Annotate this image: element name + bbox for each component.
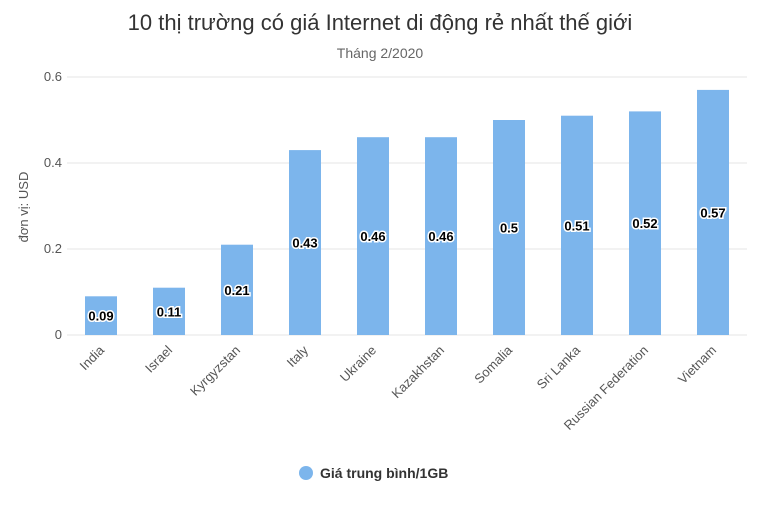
x-tick-label: Ukraine <box>337 343 379 385</box>
y-tick-label: 0.4 <box>44 155 62 170</box>
data-label: 0.46 <box>428 229 453 244</box>
bar[interactable] <box>153 287 185 335</box>
data-label: 0.52 <box>632 216 657 231</box>
bars: 0.09 0.11 0.21 0.43 0.46 0.46 0.5 0.51 0.52 0.57 <box>85 89 729 336</box>
x-tick-label: Somalia <box>471 342 515 386</box>
bar[interactable] <box>221 244 253 335</box>
y-tick-label: 0 <box>55 327 62 342</box>
chart-subtitle: Tháng 2/2020 <box>337 45 424 61</box>
x-tick-label: Israel <box>142 342 175 375</box>
legend-marker <box>299 466 313 480</box>
x-tick-label: Kyrgyzstan <box>187 343 243 399</box>
bar[interactable] <box>357 137 389 335</box>
data-label: 0.11 <box>157 304 182 319</box>
data-label: 0.21 <box>224 283 249 298</box>
data-label: 0.43 <box>292 236 317 251</box>
data-label: 0.09 <box>88 309 113 324</box>
x-axis-ticks: India Israel Kyrgyzstan Italy Ukraine Kazakhs… <box>77 342 720 433</box>
data-label: 0.46 <box>360 229 385 244</box>
data-label: 0.5 <box>500 221 518 236</box>
x-tick-label: Sri Lanka <box>534 342 584 392</box>
chart-title: 10 thị trường có giá Internet di động rẻ… <box>128 10 633 35</box>
bar[interactable] <box>493 120 525 335</box>
data-label: 0.51 <box>564 218 589 233</box>
y-tick-label: 0.6 <box>44 69 62 84</box>
x-tick-label: Kazakhstan <box>388 343 447 402</box>
x-tick-label: Italy <box>284 342 312 370</box>
bar[interactable] <box>629 111 661 336</box>
x-tick-label: India <box>77 342 108 373</box>
y-axis-ticks: 0 0.2 0.4 0.6 <box>44 69 62 342</box>
bar[interactable] <box>289 150 321 335</box>
data-label: 0.57 <box>700 205 725 220</box>
legend-label[interactable]: Giá trung bình/1GB <box>320 465 448 481</box>
x-tick-label: Vietnam <box>675 343 719 387</box>
legend[interactable]: Giá trung bình/1GB <box>299 465 448 481</box>
bar[interactable] <box>85 296 117 335</box>
bar[interactable] <box>561 115 593 335</box>
bar[interactable] <box>425 137 457 335</box>
bar[interactable] <box>697 89 729 336</box>
y-axis-label: đơn vị: USD <box>16 172 31 243</box>
y-tick-label: 0.2 <box>44 241 62 256</box>
